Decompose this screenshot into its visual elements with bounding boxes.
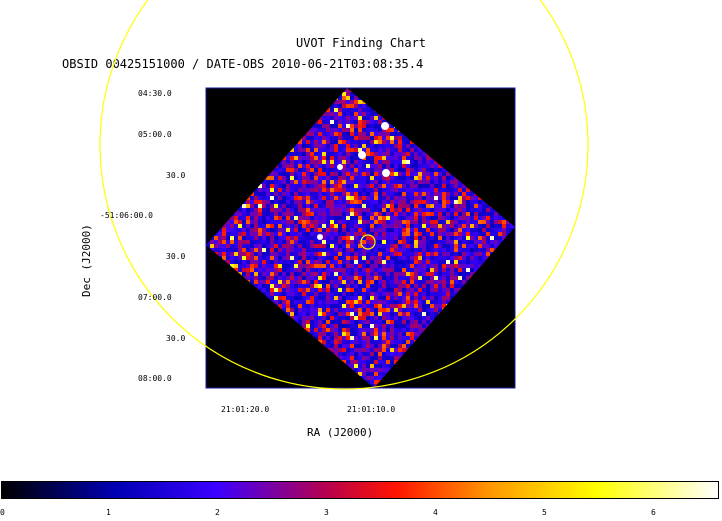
target-marker: [360, 234, 376, 250]
y-tick-label: 04:30.0: [138, 89, 172, 98]
colorbar-tick-label: 3: [324, 508, 329, 517]
y-tick-label: 07:00.0: [138, 293, 172, 302]
y-tick-label: 08:00.0: [138, 374, 172, 383]
y-tick-label: 05:00.0: [138, 130, 172, 139]
colorbar-tick-label: 5: [542, 508, 547, 517]
y-tick-label: 30.0: [166, 171, 186, 180]
chart-subtitle: OBSID 00425151000 / DATE-OBS 2010-06-21T…: [62, 57, 424, 71]
chart-title: UVOT Finding Chart: [295, 36, 427, 50]
y-tick-label: -51:06:00.0: [100, 211, 153, 220]
y-axis-label: Dec (J2000): [80, 224, 93, 297]
x-tick-label: 21:01:20.0: [221, 405, 270, 414]
y-tick-label: 30.0: [166, 334, 186, 343]
colorbar-tick-label: 1: [106, 508, 111, 517]
field-of-view-circle: [99, 0, 589, 390]
colorbar-tick-label: 4: [433, 508, 438, 517]
colorbar-tick-label: 6: [651, 508, 656, 517]
colorbar-tick-label: 0: [0, 508, 5, 517]
bright-source: [337, 164, 343, 170]
x-tick-label: 21:01:10.0: [347, 405, 396, 414]
bright-source: [358, 151, 366, 159]
bright-source: [382, 169, 390, 177]
x-axis-label: RA (J2000): [307, 426, 374, 439]
finding-chart-image: [99, 0, 589, 390]
y-tick-label: 30.0: [166, 252, 186, 261]
bright-source: [317, 234, 323, 240]
colorbar: [1, 481, 719, 499]
bright-source: [381, 122, 389, 130]
bright-sources: [317, 122, 390, 240]
colorbar-tick-label: 2: [215, 508, 220, 517]
